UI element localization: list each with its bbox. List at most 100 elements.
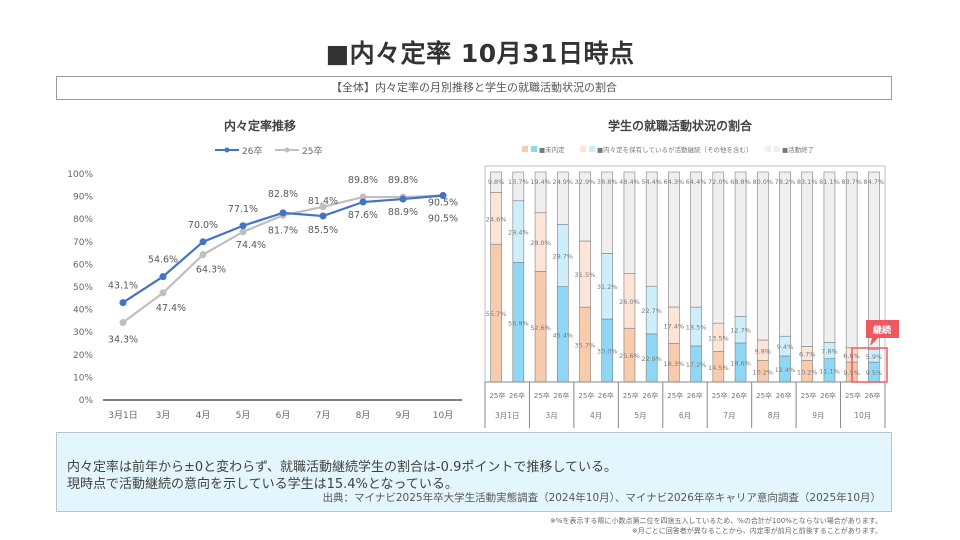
bar-segment [712, 171, 725, 324]
bar-data-label: 18.5% [686, 324, 707, 332]
data-label-25: 47.4% [156, 303, 186, 314]
data-label-26: 87.6% [348, 210, 378, 221]
bar-segment [579, 171, 591, 242]
data-point [399, 195, 407, 203]
group-label: 10月 [854, 411, 871, 420]
x-tick-label: 4月 [196, 410, 211, 421]
data-label-26: 90.5% [428, 197, 458, 208]
y-tick-label: 40% [73, 306, 93, 316]
data-point [279, 209, 287, 217]
bar-data-label: 64.3% [664, 178, 685, 186]
group-label: 3月 [546, 411, 558, 420]
bar-data-label: 12.4% [775, 366, 796, 374]
callout-badge [866, 320, 899, 338]
x-tick-label: 3月1日 [108, 410, 137, 421]
section-subtitle: 【全体】内々定率の月別推移と学生の就職活動状況の割合 [56, 76, 892, 100]
cohort-label: 25卒 [623, 391, 639, 400]
cohort-label: 25卒 [756, 391, 772, 400]
legend-label: 25卒 [302, 145, 322, 157]
bar-data-label: 64.4% [686, 178, 707, 186]
x-tick-label: 8月 [356, 410, 371, 421]
data-label-25: 64.3% [196, 265, 226, 276]
bar-segment [512, 171, 525, 202]
bar-data-label: 29.7% [552, 252, 573, 260]
bar-data-label: 84.7% [864, 178, 885, 186]
bar-data-label: 19.4% [530, 178, 551, 186]
group-label: 5月 [634, 411, 646, 420]
legend-label: ■活動終了 [782, 145, 814, 154]
bar-data-label: 31.5% [575, 271, 596, 279]
y-tick-label: 80% [73, 215, 93, 225]
y-tick-label: 100% [67, 170, 93, 180]
group-label: 8月 [768, 411, 780, 420]
cohort-label: 25卒 [578, 391, 594, 400]
callout-pointer-icon [870, 338, 878, 346]
data-point [199, 251, 207, 259]
cohort-label: 25卒 [534, 391, 550, 400]
bar-data-label: 6.7% [799, 351, 816, 359]
bar-data-label: 26.0% [619, 298, 640, 306]
cohort-label: 25卒 [667, 391, 683, 400]
bar-segment [645, 171, 658, 287]
bar-data-label: 72.0% [708, 178, 729, 186]
bar-data-label: 9.5% [866, 369, 883, 377]
cohort-label: 25卒 [845, 391, 861, 400]
cohort-label: 25卒 [801, 391, 817, 400]
bar-segment [668, 171, 680, 308]
bar-segment [801, 171, 814, 347]
bar-data-label: 14.5% [708, 364, 729, 372]
summary-line-1: 内々定率は前年から±0と変わらず、就職活動継続学生の割合は-0.9ポイントで推移… [67, 460, 617, 475]
group-label: 6月 [679, 411, 691, 420]
legend-marker-icon [284, 147, 290, 153]
callout-label: 継続 [873, 324, 891, 336]
highlight-box [851, 347, 888, 383]
bar-segment [534, 171, 547, 214]
bar-data-label: 81.1% [819, 178, 840, 186]
bar-data-label: 31.2% [597, 283, 618, 291]
bar-data-label: 38.8% [597, 178, 618, 186]
bar-segment [845, 171, 858, 349]
bar-segment [756, 171, 769, 341]
bar-data-label: 24.9% [552, 178, 573, 186]
bar-data-label: 18.6% [730, 359, 751, 367]
x-tick-label: 7月 [316, 410, 331, 421]
x-tick-label: 5月 [236, 410, 251, 421]
source-citation: 出典：マイナビ2025年卒大学生活動実態調査（2024年10月）、マイナビ202… [322, 492, 881, 504]
bar-data-label: 9.8% [755, 347, 772, 355]
bar-data-label: 54.4% [641, 178, 662, 186]
bar-data-label: 45.4% [552, 331, 573, 339]
legend-marker-icon [224, 147, 230, 153]
bar-data-label: 83.7% [841, 178, 862, 186]
bar-segment [556, 171, 569, 225]
data-label-25: 89.8% [388, 175, 418, 186]
bar-data-label: 5.9% [866, 353, 883, 361]
x-tick-label: 6月 [276, 410, 291, 421]
legend-label: ■未内定 [539, 145, 565, 154]
legend-swatch-icon [765, 146, 771, 152]
bar-data-label: 25.6% [619, 352, 640, 360]
cohort-label: 26卒 [553, 391, 569, 400]
bar-data-label: 48.4% [619, 178, 640, 186]
data-label-25: 81.7% [268, 225, 298, 236]
data-label-26: 43.1% [108, 281, 138, 292]
bar-data-label: 13.7% [508, 178, 529, 186]
y-tick-label: 30% [73, 328, 93, 338]
bar-data-label: 17.4% [664, 322, 685, 330]
data-label-25: 90.5% [428, 213, 458, 224]
cohort-label: 26卒 [820, 391, 836, 400]
data-point [439, 191, 447, 199]
data-point [159, 273, 167, 281]
cohort-label: 26卒 [776, 391, 792, 400]
y-tick-label: 20% [73, 351, 93, 361]
data-point [239, 222, 247, 230]
legend-swatch-icon [774, 146, 780, 152]
y-tick-label: 90% [73, 193, 93, 203]
data-point [239, 228, 247, 236]
bar-segment [601, 171, 614, 254]
bar-data-label: 29.4% [508, 229, 529, 237]
bar-data-label: 17.2% [686, 361, 707, 369]
bar-segment [690, 171, 702, 308]
bar-data-label: 9.8% [488, 178, 505, 186]
bar-data-label: 30.0% [597, 348, 618, 356]
